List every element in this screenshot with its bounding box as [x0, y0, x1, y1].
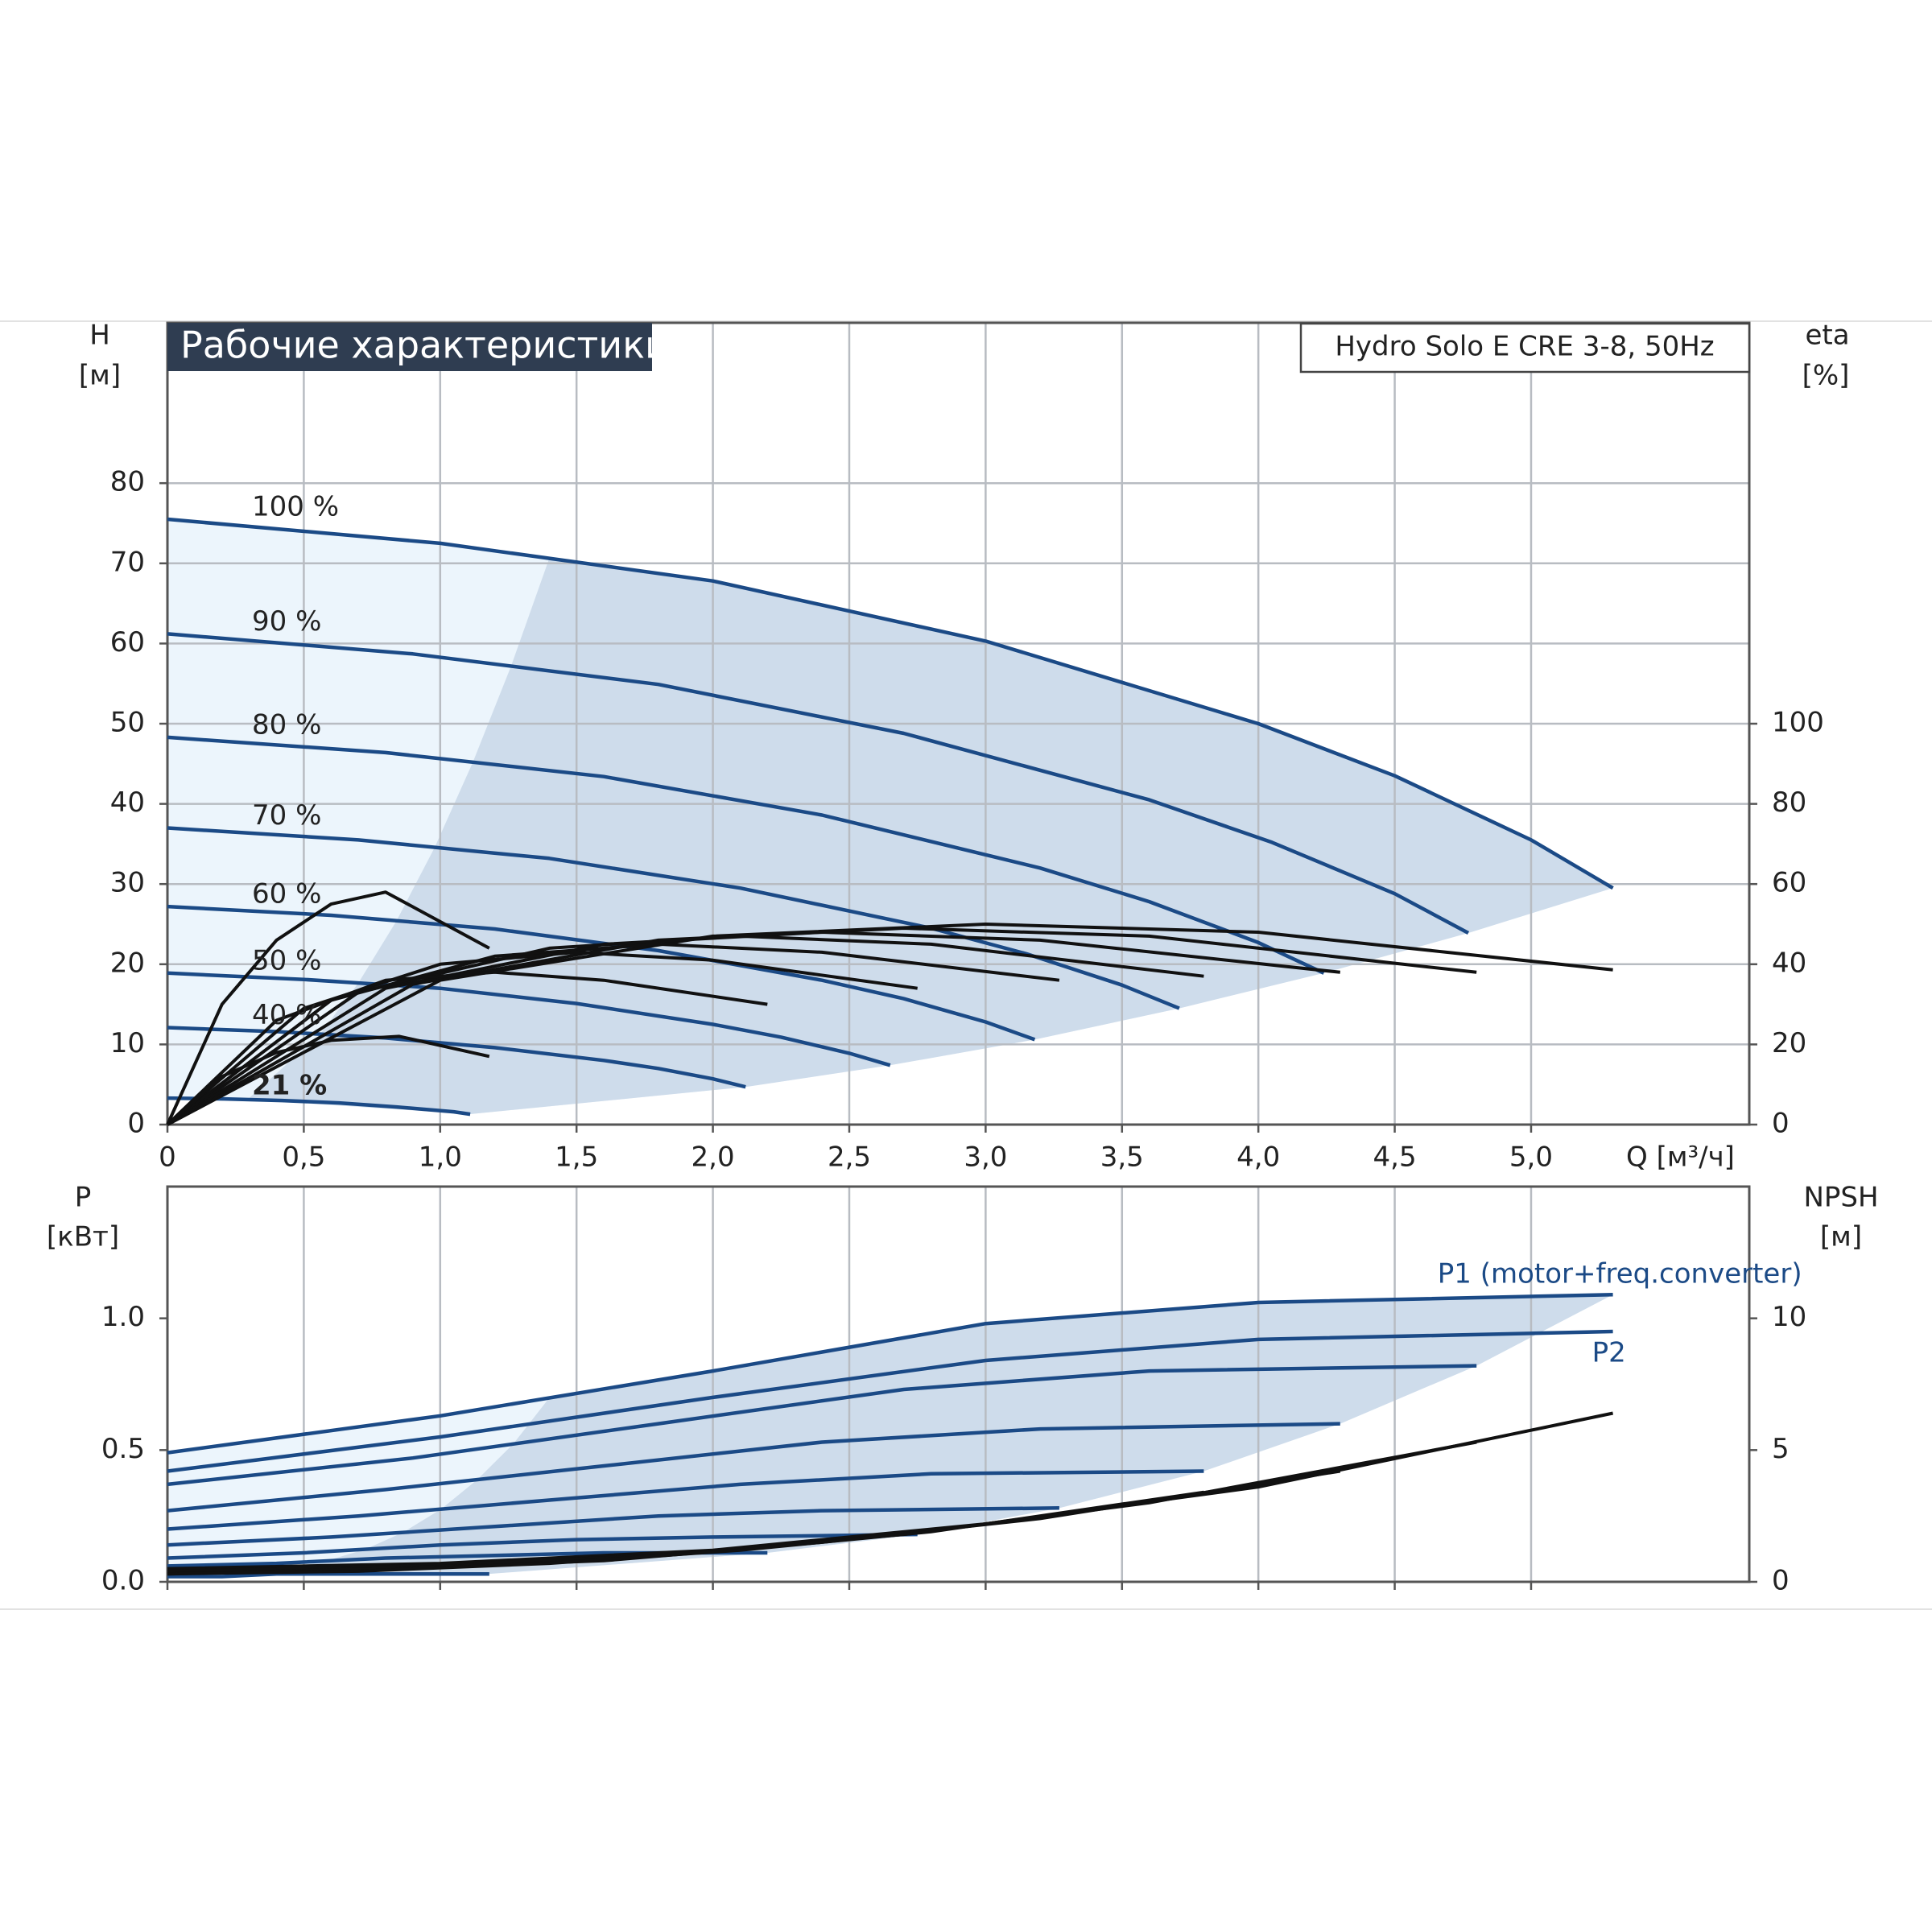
y-tick-label: 70	[110, 546, 145, 578]
series-label: P2	[1592, 1337, 1626, 1369]
y-tick-label: 50	[110, 707, 145, 739]
y-tick-label: 60	[110, 626, 145, 658]
fills	[167, 519, 1613, 1577]
plot-frame	[166, 321, 1751, 1126]
series-label: 40 %	[252, 999, 321, 1031]
y2-tick-label: 10	[1772, 1301, 1806, 1333]
curve	[167, 1096, 471, 1117]
y2-tick-label: 0	[1772, 1108, 1790, 1140]
y2-tick-label: 0	[1772, 1565, 1790, 1597]
range-area	[247, 558, 1613, 1115]
series-label: 70 %	[252, 799, 321, 832]
curve	[167, 971, 891, 1067]
chart-subtitle: Hydro Solo E CRE 3-8, 50Hz	[1335, 331, 1714, 363]
y-tick-label: 1.0	[101, 1301, 145, 1333]
y-tick-label: 30	[110, 867, 145, 899]
y2-axis-label: NPSH	[1803, 1182, 1878, 1214]
y2-axis-unit: [%]	[1802, 360, 1850, 392]
y-axis-unit: [кВт]	[47, 1221, 119, 1253]
curve-secondary	[166, 950, 918, 1126]
curve	[167, 826, 1180, 1010]
curve	[167, 735, 1325, 975]
y-tick-label: 0.0	[101, 1565, 145, 1597]
y2-tick-label: 60	[1772, 867, 1806, 899]
curve	[167, 1026, 746, 1089]
y2-axis-label: eta	[1805, 320, 1849, 352]
x-tick-label: 0	[159, 1141, 176, 1174]
lines	[166, 517, 1614, 1579]
y-axis-label: H	[89, 320, 110, 352]
series-label: 21 %	[252, 1070, 327, 1102]
x-tick-label: 1,5	[555, 1141, 598, 1174]
x-tick-label: 2,0	[691, 1141, 735, 1174]
y2-tick-label: 80	[1772, 786, 1806, 819]
curve	[167, 1469, 1204, 1531]
curve-secondary	[166, 942, 1060, 1126]
x-tick-label: 4,0	[1236, 1141, 1280, 1174]
series-label: 100 %	[252, 491, 339, 523]
title-box	[167, 323, 652, 371]
x-tick-label: 2,5	[828, 1141, 871, 1174]
y-tick-label: 0	[127, 1108, 145, 1140]
series-label: P1 (motor+freq.converter)	[1438, 1258, 1802, 1290]
y-tick-label: 0.5	[101, 1433, 145, 1465]
y-axis-unit: [м]	[79, 360, 121, 392]
texts: Рабочие характеристики Hydro Solo E CRE …	[47, 320, 1879, 1597]
curve-secondary	[167, 1490, 1204, 1576]
series-label: 90 %	[252, 605, 321, 638]
x-tick-label: 3,5	[1100, 1141, 1144, 1174]
y2-axis-unit: [м]	[1820, 1221, 1862, 1253]
y2-tick-label: 20	[1772, 1027, 1806, 1059]
curve	[167, 1292, 1613, 1455]
curve	[167, 1506, 1059, 1547]
curve	[167, 632, 1470, 935]
y-tick-label: 80	[110, 466, 145, 498]
x-tick-label: 1,0	[419, 1141, 462, 1174]
curve	[167, 1364, 1477, 1487]
grid	[159, 321, 1757, 1590]
subtitle-box	[1299, 322, 1751, 374]
y-tick-label: 20	[110, 947, 145, 979]
y2-tick-label: 40	[1772, 947, 1806, 979]
curve-secondary	[166, 934, 1204, 1126]
series-label: 50 %	[252, 944, 321, 976]
curve	[167, 517, 1614, 890]
y-tick-label: 10	[110, 1027, 145, 1059]
curve-secondary	[166, 970, 768, 1126]
x-tick-label: 0,5	[282, 1141, 325, 1174]
x-tick-label: 5,0	[1509, 1141, 1553, 1174]
y2-tick-label: 5	[1772, 1433, 1790, 1465]
x-axis-label: Q [м³/ч]	[1626, 1141, 1735, 1174]
curve-secondary	[166, 1034, 490, 1126]
chart-title: Рабочие характеристики	[180, 324, 669, 367]
y-tick-label: 40	[110, 786, 145, 819]
plot-frame	[166, 1185, 1751, 1583]
x-tick-label: 4,5	[1373, 1141, 1417, 1174]
curve	[167, 1422, 1340, 1513]
x-tick-label: 3,0	[964, 1141, 1007, 1174]
series-label: 80 %	[252, 708, 321, 741]
y-axis-label: P	[75, 1182, 92, 1214]
curve	[167, 1329, 1613, 1473]
curve	[167, 1571, 489, 1579]
y2-tick-label: 100	[1772, 707, 1824, 739]
curve	[167, 1532, 918, 1560]
series-label: 60 %	[252, 878, 321, 910]
curve-secondary	[166, 890, 490, 1125]
